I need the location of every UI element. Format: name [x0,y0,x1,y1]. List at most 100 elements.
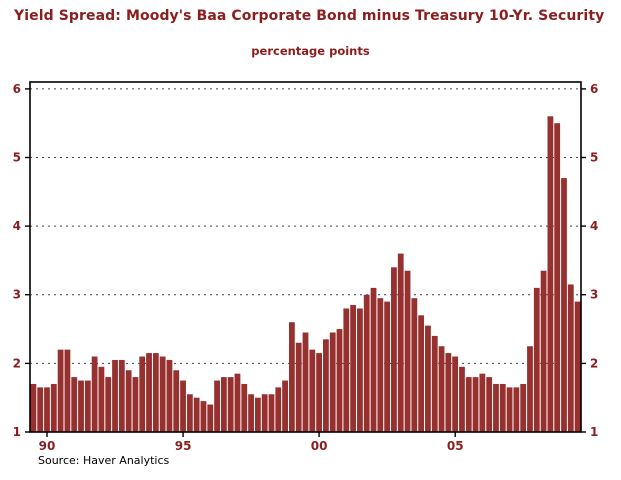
yield-spread-bar-chart: 1 1 2 2 3 3 4 4 5 5 6 6 90 95 00 05 [13,81,598,453]
bar-1998Q4 [282,380,288,432]
bar-2003Q1 [397,253,404,432]
bar-2003Q4 [418,315,425,432]
y-tick-label-right: 6 [590,82,598,96]
bar-2004Q2 [431,335,438,432]
x-tick-label-05: 05 [447,439,464,453]
y-tick-label-left: 6 [13,82,21,96]
bar-2005Q1 [452,356,459,432]
y-tick-label-left: 4 [13,219,21,233]
bar-1990Q1 [44,387,50,432]
y-tick-label-right: 4 [590,219,598,233]
bar-2003Q2 [404,270,411,432]
bar-1994Q1 [152,353,159,432]
bar-2006Q1 [479,373,486,432]
bar-1990Q4 [64,349,71,432]
chart-title: Yield Spread: Moody's Baa Corporate Bond… [14,8,605,24]
bar-2001Q3 [357,308,363,432]
y-tick-label-right: 1 [590,425,598,439]
bar-1993Q3 [139,356,146,432]
bar-1990Q2 [50,383,57,432]
bar-2000Q4 [336,329,343,432]
x-tick-label-95: 95 [175,439,192,453]
bar-2006Q4 [499,383,506,432]
bar-2008Q4 [554,123,561,433]
bar-2008Q2 [540,270,547,432]
bar-2003Q3 [411,298,418,432]
bar-2000Q1 [316,353,322,432]
bar-1995Q2 [186,394,193,432]
bar-1996Q2 [214,380,220,432]
source-note: Source: Haver Analytics [38,454,170,467]
bar-2007Q3 [520,383,527,432]
bar-1996Q4 [227,377,234,432]
bar-2005Q4 [472,377,479,432]
bar-1994Q2 [159,356,166,432]
bar-2007Q1 [506,387,513,432]
bar-1999Q2 [295,342,302,432]
bar-2004Q3 [438,346,445,432]
bar-1998Q2 [268,394,275,432]
bar-1997Q4 [254,397,261,432]
y-tick-label-left: 3 [13,288,21,302]
x-tick-label-90: 90 [39,439,56,453]
bar-1989Q4 [37,387,44,432]
bar-1993Q1 [125,370,132,432]
bar-2001Q2 [350,305,357,432]
x-tick-label-00: 00 [311,439,328,453]
bar-2007Q2 [513,387,520,432]
bar-1997Q1 [234,373,241,432]
bar-1992Q1 [98,366,105,432]
bar-1991Q1 [71,377,78,432]
bar-1994Q4 [173,370,180,432]
chart-subtitle: percentage points [251,44,370,58]
bar-1999Q1 [288,322,295,432]
bar-1991Q4 [91,356,98,432]
bar-1991Q2 [78,380,84,432]
bar-2009Q3 [574,301,581,432]
bar-1996Q3 [220,377,227,432]
bar-1994Q3 [166,359,173,432]
bar-1998Q3 [275,387,282,432]
bar-2008Q3 [547,116,554,432]
bar-2009Q2 [567,284,574,432]
bar-1992Q3 [112,359,118,432]
bar-2002Q3 [384,301,391,432]
bar-1992Q4 [118,359,125,432]
bar-2005Q3 [465,377,472,432]
bar-1998Q1 [261,394,268,432]
bar-1997Q3 [248,394,254,432]
y-tick-label-right: 3 [590,288,598,302]
bar-2004Q1 [425,325,431,432]
bar-1995Q3 [193,397,200,432]
bar-2004Q4 [445,353,452,432]
bar-1992Q2 [105,377,112,432]
bar-2002Q1 [370,287,377,432]
bar-2007Q4 [527,346,533,432]
bar-2008Q1 [533,287,540,432]
bar-2009Q1 [561,178,567,432]
y-tick-label-right: 2 [590,356,598,370]
bar-1999Q4 [309,349,316,432]
bar-1990Q3 [57,349,64,432]
bar-2000Q3 [329,332,336,432]
bar-2001Q4 [363,294,370,432]
bar-1995Q4 [200,401,207,432]
bar-1991Q3 [84,380,91,432]
y-tick-label-left: 1 [13,425,21,439]
bar-2002Q2 [377,298,384,432]
plot-frame [29,81,582,433]
y-tick-label-left: 2 [13,356,21,370]
y-tick-label-right: 5 [590,151,598,165]
bar-1999Q3 [302,332,309,432]
bar-1996Q1 [207,404,214,432]
bar-2005Q2 [459,366,465,432]
bar-2006Q2 [486,377,493,432]
y-tick-label-left: 5 [13,151,21,165]
bar-2001Q1 [343,308,350,432]
bar-1995Q1 [180,380,186,432]
bar-1997Q2 [241,383,248,432]
bar-1993Q2 [132,377,139,432]
bar-2006Q3 [493,383,499,432]
bar-2000Q2 [323,339,329,432]
